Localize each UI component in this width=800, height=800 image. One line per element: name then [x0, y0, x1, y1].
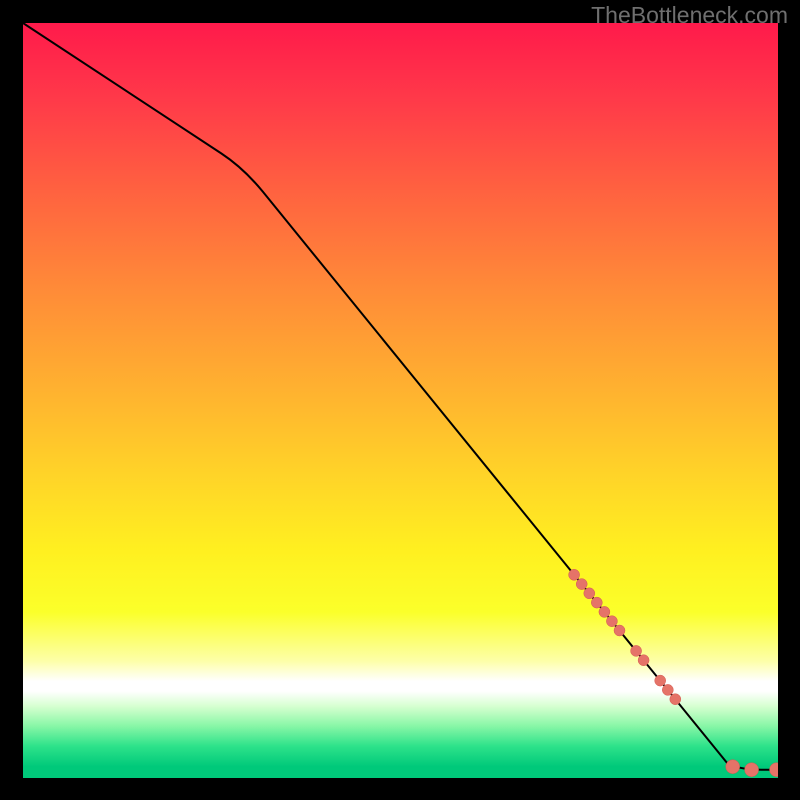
data-marker: [745, 763, 759, 777]
chart-plot: [23, 23, 778, 778]
data-marker: [584, 588, 595, 599]
gradient-background: [23, 23, 778, 778]
data-marker: [591, 597, 602, 608]
stage: TheBottleneck.com: [0, 0, 800, 800]
data-marker: [614, 625, 625, 636]
data-marker: [576, 579, 587, 590]
data-marker: [638, 655, 649, 666]
watermark-text: TheBottleneck.com: [591, 2, 788, 29]
data-marker: [569, 569, 580, 580]
data-marker: [599, 606, 610, 617]
data-marker: [631, 645, 642, 656]
data-marker: [670, 694, 681, 705]
data-marker: [606, 616, 617, 627]
data-marker: [655, 675, 666, 686]
data-marker: [662, 684, 673, 695]
data-marker: [726, 760, 740, 774]
